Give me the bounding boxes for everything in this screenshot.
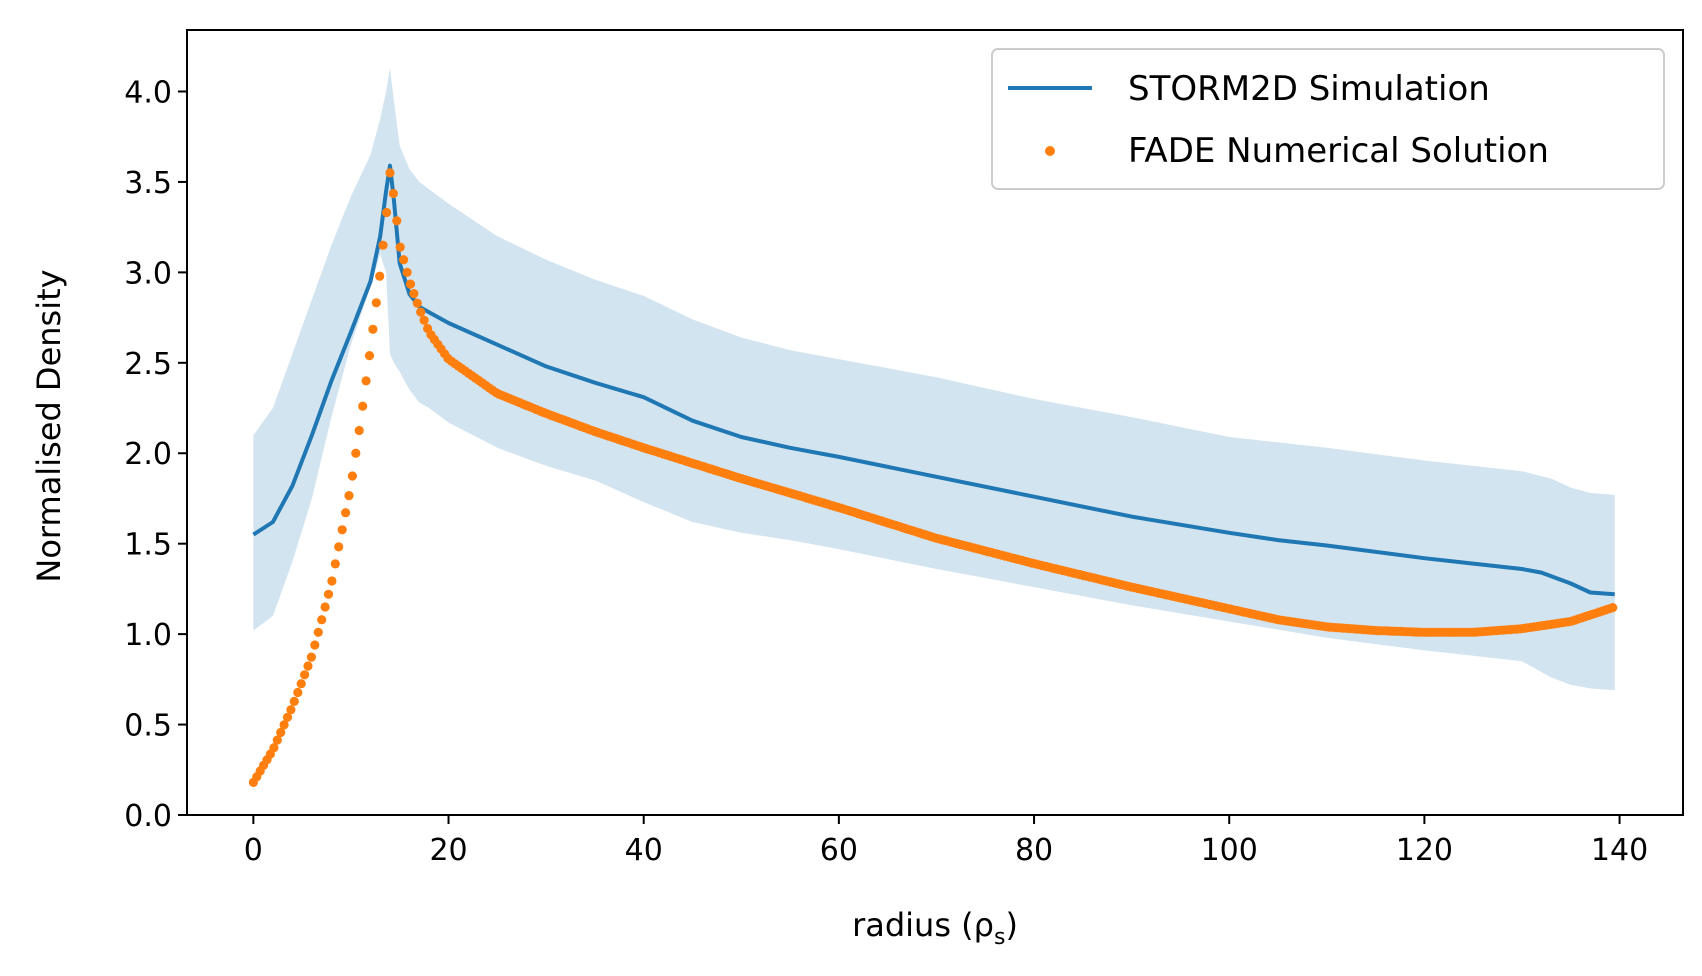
y-tick-label: 4.0 [124, 75, 172, 110]
fade-data-point [375, 271, 385, 281]
fade-data-point [344, 491, 354, 501]
fade-data-point [382, 207, 392, 218]
fade-data-point [306, 652, 316, 662]
band-layer [253, 68, 1615, 691]
fade-data-point [361, 376, 371, 386]
fade-data-point [313, 627, 323, 637]
fade-data-point [310, 640, 320, 650]
fade-data-point [347, 471, 357, 481]
x-axis-label: radius (ρs) [852, 906, 1018, 950]
fade-data-point [279, 720, 289, 730]
storm2d-simulation-line [252, 163, 1615, 597]
fade-data-point [405, 279, 416, 289]
fade-data-point [354, 425, 364, 436]
plot-frame [186, 29, 1684, 816]
fade-data-point [388, 188, 398, 199]
fade-data-point [378, 240, 388, 250]
fade-data-point [320, 602, 330, 612]
fade-data-point [392, 216, 402, 226]
legend-swatch-fade-marker [1045, 146, 1055, 156]
fade-data-point [289, 696, 299, 707]
fade-data-point [276, 727, 286, 738]
x-tick-label: 20 [429, 833, 467, 868]
fade-data-point [334, 542, 344, 552]
fade-data-point [364, 351, 375, 361]
fade-data-point [286, 705, 296, 715]
y-tick-label: 2.0 [124, 437, 172, 472]
fade-data-point [399, 255, 409, 265]
fade-data-point [1608, 603, 1618, 613]
fade-data-point [296, 679, 306, 689]
y-tick-label: 3.5 [124, 166, 172, 201]
y-tick-label: 0.0 [124, 799, 172, 834]
fade-data-point [337, 525, 347, 535]
fade-data-point [272, 735, 282, 745]
y-axis: 0.0 0.5 1.0 1.5 2.0 2.5 3.0 3.5 4.0 [124, 75, 187, 834]
fade-data-point [282, 712, 293, 722]
plot-area [248, 68, 1618, 788]
fade-data-point [323, 589, 334, 599]
y-tick-label: 2.5 [124, 347, 172, 382]
fade-data-point [395, 242, 405, 252]
x-tick-label: 40 [625, 833, 663, 868]
x-tick-label: 140 [1591, 833, 1648, 868]
fade-data-point [412, 298, 422, 308]
fade-data-point [327, 576, 337, 586]
x-tick-label: 0 [244, 833, 263, 868]
x-tick-label: 80 [1015, 833, 1053, 868]
x-tick-label: 120 [1396, 833, 1453, 868]
x-axis-label-close: ) [1005, 906, 1017, 944]
fade-data-point [317, 615, 327, 625]
line-layer [252, 163, 1615, 597]
fade-data-point [300, 670, 310, 680]
fade-data-point [419, 315, 429, 325]
legend-box [991, 48, 1665, 190]
legend-label-fade: FADE Numerical Solution [1128, 131, 1549, 171]
fade-data-point [351, 448, 361, 458]
fade-data-point [371, 298, 381, 308]
fade-data-point [341, 508, 351, 518]
storm2d-spread-band [253, 68, 1615, 691]
y-tick-label: 1.5 [124, 528, 172, 563]
fade-data-point [330, 559, 340, 569]
fade-data-point [368, 324, 378, 334]
y-tick-label: 3.0 [124, 256, 172, 291]
scatter-layer [248, 168, 1618, 788]
fade-data-point [358, 401, 368, 411]
fade-data-point [385, 168, 395, 178]
fade-data-point [416, 307, 426, 317]
x-tick-label: 100 [1201, 833, 1258, 868]
y-tick-label: 1.0 [124, 618, 172, 653]
legend-label-storm2d: STORM2D Simulation [1128, 69, 1490, 109]
fade-data-point [293, 687, 303, 698]
fade-data-point [269, 743, 279, 753]
y-axis-label: Normalised Density [30, 269, 68, 582]
x-axis-label-sub: s [994, 925, 1005, 950]
x-axis: 0 20 40 60 80 100 120 140 [244, 815, 1648, 868]
x-tick-label: 60 [820, 833, 858, 868]
x-axis-label-main: radius (ρ [852, 906, 994, 944]
legend: STORM2D Simulation FADE Numerical Soluti… [991, 48, 1665, 190]
fade-data-point [402, 267, 412, 277]
fade-data-point [303, 661, 313, 671]
fade-data-point [409, 289, 419, 299]
y-tick-label: 0.5 [124, 709, 172, 744]
